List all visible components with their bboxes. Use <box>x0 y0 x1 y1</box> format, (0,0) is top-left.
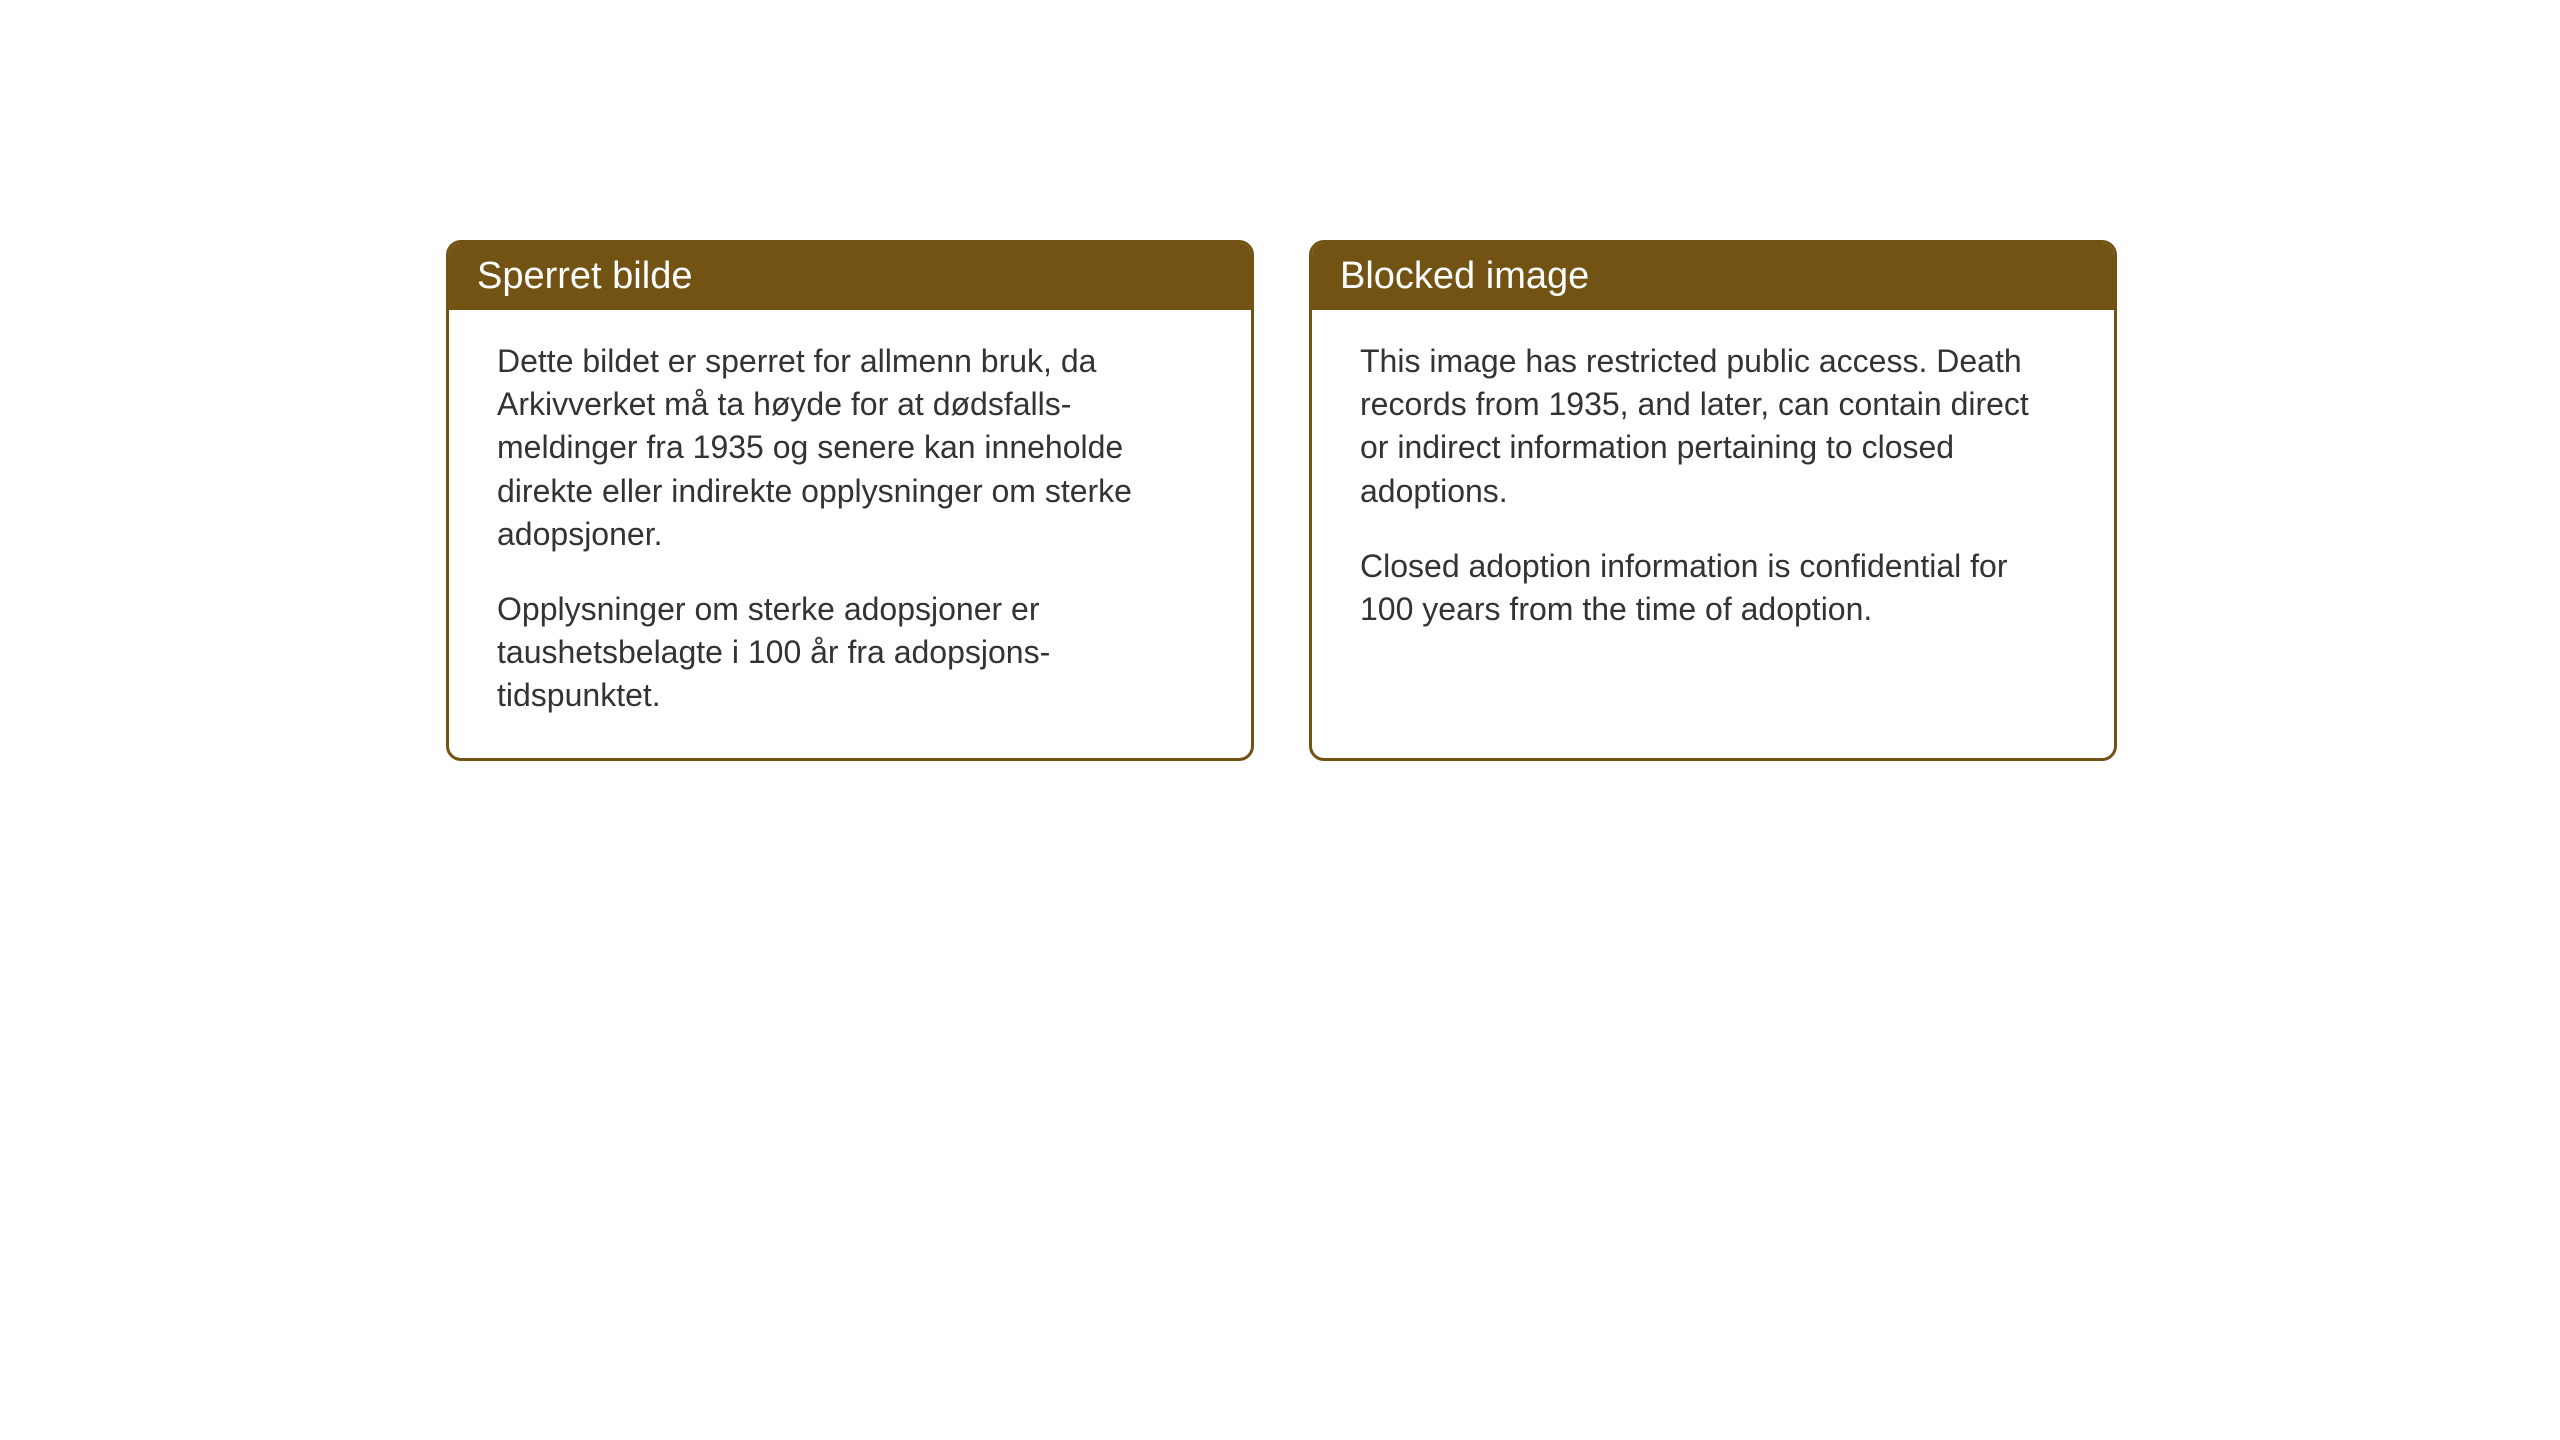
english-paragraph-2: Closed adoption information is confident… <box>1360 545 2066 631</box>
english-notice-box: Blocked image This image has restricted … <box>1309 240 2117 761</box>
notice-container: Sperret bilde Dette bildet er sperret fo… <box>446 240 2117 761</box>
norwegian-notice-header: Sperret bilde <box>449 243 1251 310</box>
norwegian-notice-box: Sperret bilde Dette bildet er sperret fo… <box>446 240 1254 761</box>
english-paragraph-1: This image has restricted public access.… <box>1360 340 2066 513</box>
norwegian-paragraph-2: Opplysninger om sterke adopsjoner er tau… <box>497 588 1203 718</box>
norwegian-title: Sperret bilde <box>477 255 692 297</box>
norwegian-paragraph-1: Dette bildet er sperret for allmenn bruk… <box>497 340 1203 556</box>
english-notice-header: Blocked image <box>1312 243 2114 310</box>
english-notice-body: This image has restricted public access.… <box>1312 310 2114 721</box>
norwegian-notice-body: Dette bildet er sperret for allmenn bruk… <box>449 310 1251 758</box>
english-title: Blocked image <box>1340 255 1589 297</box>
